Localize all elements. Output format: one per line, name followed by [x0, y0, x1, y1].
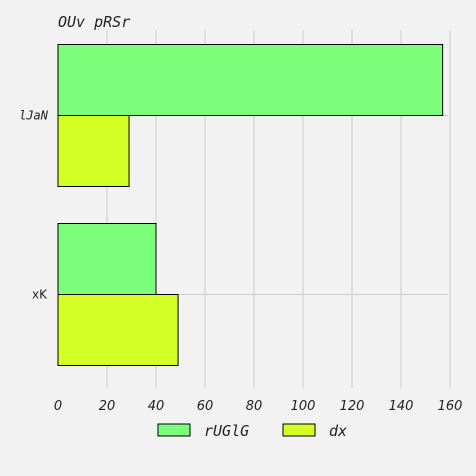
x-tick-label: 20 — [99, 399, 116, 414]
legend-swatch-dx — [282, 423, 316, 437]
legend-label-rUGlG: rUGlG — [204, 422, 249, 440]
bar-rUGlG-xK — [57, 223, 157, 295]
bar-dx-xK — [57, 294, 179, 366]
x-tick-label: 40 — [148, 399, 165, 414]
bar-rUGlG-lJaN — [57, 44, 444, 116]
x-axis-ticks: 0 20 40 60 80 100 120 140 160 — [54, 399, 463, 414]
chart-title: OUv pRSr — [58, 13, 130, 31]
x-tick-label: 80 — [246, 399, 263, 414]
x-tick-label: 0 — [54, 399, 62, 414]
legend-swatch-rUGlG — [157, 423, 191, 437]
x-tick-label: 120 — [340, 399, 365, 414]
x-tick-label: 160 — [438, 399, 463, 414]
y-axis-ticks: lJaN xK — [19, 109, 49, 302]
bars — [57, 44, 444, 366]
bar-dx-lJaN — [57, 115, 130, 187]
x-tick-label: 100 — [291, 399, 316, 414]
legend-label-dx: dx — [329, 422, 347, 440]
x-tick-label: 60 — [197, 399, 214, 414]
x-tick-label: 140 — [389, 399, 414, 414]
y-tick-label: lJaN — [19, 109, 49, 123]
legend: rUGlG dx — [157, 422, 347, 440]
y-tick-label: xK — [32, 288, 48, 302]
